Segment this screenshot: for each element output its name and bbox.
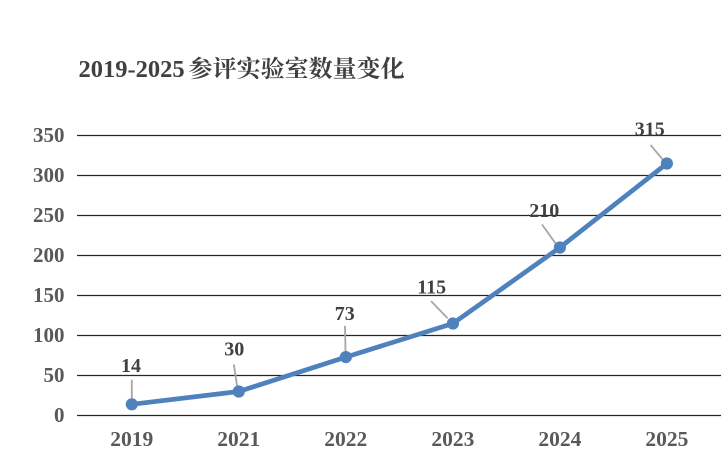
svg-text:200: 200 (33, 243, 65, 267)
svg-text:315: 315 (635, 119, 665, 141)
svg-text:30: 30 (224, 339, 244, 361)
svg-text:100: 100 (33, 323, 65, 347)
svg-text:2021: 2021 (217, 427, 260, 451)
svg-text:2023: 2023 (431, 427, 474, 451)
svg-text:115: 115 (417, 276, 446, 298)
svg-text:50: 50 (44, 363, 65, 387)
svg-text:14: 14 (121, 355, 141, 377)
svg-text:2025: 2025 (645, 427, 688, 451)
svg-text:250: 250 (33, 203, 65, 227)
svg-text:2019-2025: 2019-2025 (79, 56, 185, 83)
svg-text:2019: 2019 (110, 427, 153, 451)
svg-text:0: 0 (54, 403, 65, 427)
svg-text:2024: 2024 (538, 427, 581, 451)
svg-text:300: 300 (33, 163, 65, 187)
svg-text:210: 210 (529, 200, 559, 222)
svg-text:73: 73 (335, 303, 355, 325)
svg-text:2022: 2022 (324, 427, 367, 451)
svg-text:350: 350 (33, 123, 65, 147)
svg-text:150: 150 (33, 283, 65, 307)
